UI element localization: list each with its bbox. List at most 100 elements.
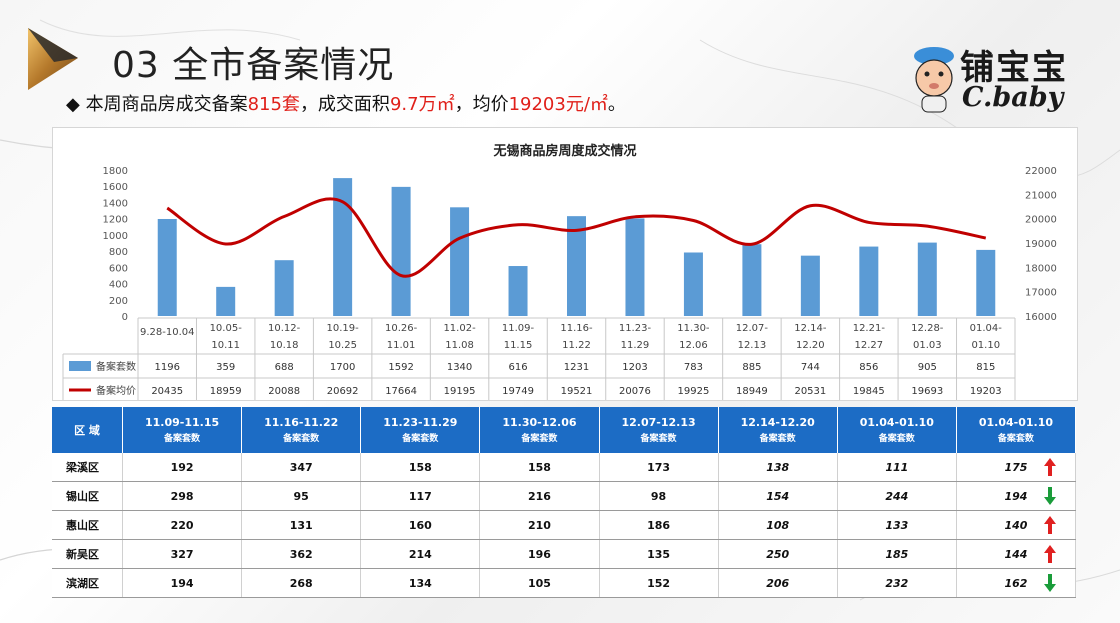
data-label-units: 885 (742, 362, 761, 373)
y-right-tick-label: 16000 (1025, 312, 1057, 323)
value-cell: 347 (241, 453, 362, 482)
table-row: 滨湖区 194 268 134 105 152 206 232 162 (52, 568, 1077, 598)
value-cell: 232 (837, 568, 957, 598)
bar (683, 252, 703, 316)
x-tick-label: 10.25 (328, 340, 357, 351)
region-cell: 新吴区 (52, 539, 123, 569)
bar (625, 218, 645, 316)
value-cell: 244 (837, 481, 957, 511)
y-right-tick-label: 18000 (1025, 263, 1057, 274)
value-cell: 206 (718, 568, 838, 598)
region-cell: 梁溪区 (52, 453, 123, 482)
region-header: 区 域 (52, 407, 123, 453)
col-date: 11.09-11.15 (144, 416, 220, 429)
value-cell: 108 (718, 510, 838, 540)
value-cell: 158 (360, 453, 481, 482)
col-date: 01.04-01.10 (978, 416, 1054, 429)
value-cell: 196 (479, 539, 600, 569)
region-cell: 锡山区 (52, 481, 123, 511)
x-tick-label: 01.04- (970, 323, 1003, 334)
data-label-units: 856 (859, 362, 878, 373)
data-label-units: 1340 (447, 362, 472, 373)
region-table: 区 域 11.09-11.15 备案套数 11.16-11.22 备案套数 11.2… (52, 407, 1077, 598)
y-left-tick-label: 1600 (103, 182, 128, 193)
data-label-price: 17664 (385, 386, 417, 397)
bar (216, 286, 236, 316)
table-body: 梁溪区 192 347 158 158 173 138 111 175 锡山区 298 95 117 21… (52, 453, 1077, 598)
col-header: 11.16-11.22 备案套数 (241, 407, 362, 453)
data-label-units: 1203 (622, 362, 647, 373)
data-label-price: 19693 (911, 386, 943, 397)
table-row: 梁溪区 192 347 158 158 173 138 111 175 (52, 453, 1077, 482)
data-label-units: 688 (275, 362, 294, 373)
arrow-up-icon (1044, 516, 1056, 534)
value-cell: 131 (241, 510, 362, 540)
x-tick-label: 10.05- (210, 323, 243, 334)
table-row: 锡山区 298 95 117 216 98 154 244 194 (52, 481, 1077, 511)
col-header: 01.04-01.10 备案套数 (837, 407, 957, 453)
col-header: 11.30-12.06 备案套数 (479, 407, 600, 453)
value-cell: 160 (360, 510, 481, 540)
y-left-tick-label: 400 (109, 280, 128, 291)
x-tick-label: 12.06 (679, 340, 708, 351)
col-header: 11.23-11.29 备案套数 (360, 407, 481, 453)
data-label-price: 20088 (268, 386, 300, 397)
value-cell: 362 (241, 539, 362, 569)
col-header: 12.07-12.13 备案套数 (599, 407, 719, 453)
y-left-tick-label: 0 (122, 312, 128, 323)
data-label-price: 19845 (853, 386, 885, 397)
y-right-tick-label: 22000 (1025, 166, 1057, 177)
y-right-tick-label: 21000 (1025, 190, 1057, 201)
value-cell: 152 (599, 568, 719, 598)
y-left-tick-label: 200 (109, 296, 128, 307)
data-label-price: 20076 (619, 386, 651, 397)
table-row: 惠山区 220 131 160 210 186 108 133 140 (52, 510, 1077, 540)
chart-title: 无锡商品房周度成交情况 (492, 143, 636, 159)
value-cell: 268 (241, 568, 362, 598)
data-label-price: 18949 (736, 386, 768, 397)
x-tick-label: 01.10 (971, 340, 1000, 351)
x-tick-label: 10.26- (385, 323, 418, 334)
bar (567, 216, 586, 316)
value-cell: 117 (360, 481, 481, 511)
value-cell: 327 (122, 539, 243, 569)
bar (917, 242, 937, 316)
col-sub: 备案套数 (759, 434, 796, 444)
data-label-units: 783 (684, 362, 703, 373)
col-date: 11.16-11.22 (264, 416, 339, 429)
value-cell: 214 (360, 539, 481, 569)
x-tick-label: 12.07- (736, 323, 769, 334)
value-cell: 158 (479, 453, 600, 482)
summary-price: 19203元/㎡ (508, 94, 608, 115)
x-tick-label: 11.16- (560, 323, 593, 334)
data-label-price: 20692 (327, 386, 359, 397)
col-sub: 备案套数 (402, 434, 439, 444)
value-cell: 173 (599, 453, 719, 482)
col-header: 12.14-12.20 备案套数 (718, 407, 838, 453)
x-tick-label: 9.28-10.04 (140, 327, 195, 338)
x-tick-label: 12.28- (911, 323, 944, 334)
value-cell: 216 (479, 481, 600, 511)
col-sub: 备案套数 (521, 434, 558, 444)
col-date: 12.07-12.13 (621, 416, 696, 429)
value-cell: 186 (599, 510, 719, 540)
legend-bar-key (69, 361, 91, 371)
value-cell: 154 (718, 481, 838, 511)
y-left-tick-label: 800 (109, 247, 128, 258)
value-cell: 144 (956, 539, 1077, 569)
bar (800, 255, 820, 316)
x-tick-label: 10.12- (268, 323, 301, 334)
bar (391, 186, 411, 316)
table-header-row: 区 域 11.09-11.15 备案套数 11.16-11.22 备案套数 11.2… (52, 407, 1077, 453)
value-cell: 192 (122, 453, 243, 482)
value-cell: 194 (122, 568, 243, 598)
value-cell: 162 (956, 568, 1077, 598)
data-label-price: 20531 (794, 386, 826, 397)
value-cell: 135 (599, 539, 719, 569)
summary-area: 9.7万㎡ (389, 94, 455, 115)
value-cell: 111 (837, 453, 957, 482)
data-label-units: 1592 (388, 362, 413, 373)
legend-bar-label: 备案套数 (96, 360, 136, 373)
x-tick-label: 01.03 (913, 340, 942, 351)
data-label-price: 18959 (210, 386, 242, 397)
